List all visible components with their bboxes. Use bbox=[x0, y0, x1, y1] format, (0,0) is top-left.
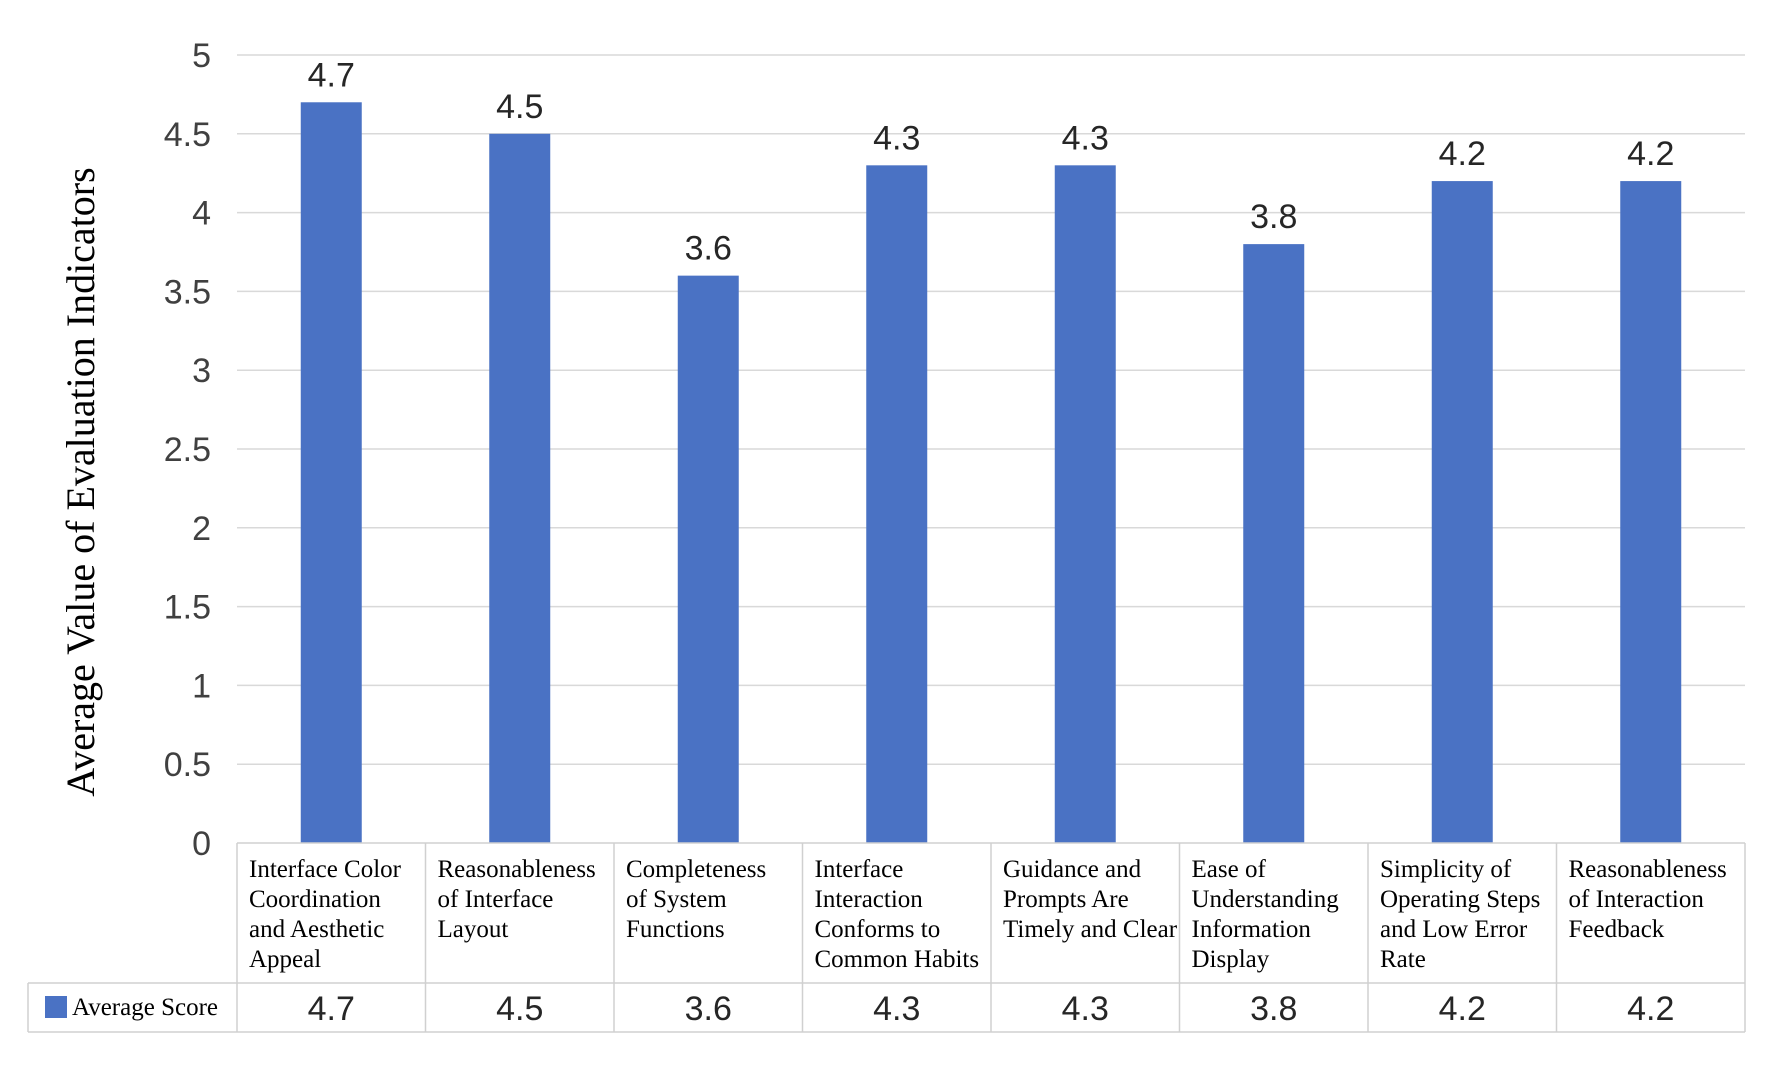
category-label: Reasonableness of Interface Layout bbox=[438, 856, 596, 943]
category-label: Completeness of System Functions bbox=[626, 856, 766, 943]
legend-label: Average Score bbox=[72, 994, 218, 1021]
bar bbox=[1054, 165, 1116, 843]
category-label: Simplicity of Operating Steps and Low Erro… bbox=[1380, 856, 1540, 973]
table-value: 4.3 bbox=[873, 990, 920, 1028]
y-tick-label: 4 bbox=[192, 195, 211, 233]
category-label: Interface Interaction Conforms to Common Ha… bbox=[815, 856, 980, 973]
bar bbox=[1620, 181, 1682, 843]
data-label: 3.6 bbox=[685, 230, 732, 268]
data-label: 4.5 bbox=[496, 88, 543, 126]
table-value: 3.8 bbox=[1250, 990, 1297, 1028]
y-tick-label: 5 bbox=[192, 37, 211, 75]
table-value: 4.2 bbox=[1439, 990, 1486, 1028]
legend-swatch bbox=[45, 996, 67, 1018]
bar bbox=[677, 275, 739, 843]
y-tick-label: 3 bbox=[192, 352, 211, 390]
table-value: 4.2 bbox=[1627, 990, 1674, 1028]
data-label: 4.2 bbox=[1627, 135, 1674, 173]
data-label: 3.8 bbox=[1250, 198, 1297, 236]
y-axis-label: Average Value of Evaluation Indicators bbox=[58, 167, 103, 796]
bars bbox=[300, 102, 1682, 844]
bar bbox=[489, 133, 551, 844]
table-value: 3.6 bbox=[685, 990, 732, 1028]
category-label: Reasonableness of Interaction Feedback bbox=[1569, 856, 1727, 943]
bar bbox=[300, 102, 362, 843]
y-tick-label: 2.5 bbox=[164, 431, 211, 469]
category-label: Guidance and Prompts Are Timely and Clear bbox=[1003, 856, 1178, 943]
bar bbox=[1431, 181, 1493, 843]
y-tick-label: 4.5 bbox=[164, 116, 211, 154]
y-tick-label: 0.5 bbox=[164, 746, 211, 784]
data-label: 4.2 bbox=[1439, 135, 1486, 173]
gridlines bbox=[237, 54, 1745, 765]
bar bbox=[1243, 244, 1305, 843]
data-label: 4.7 bbox=[308, 56, 355, 94]
table-value: 4.7 bbox=[308, 990, 355, 1028]
category-label: Interface Color Coordination and Aesthetic… bbox=[249, 856, 402, 973]
data-labels: 4.7 4.5 3.6 4.3 4.3 3.8 4.2 4.2 bbox=[308, 56, 1675, 267]
data-label: 4.3 bbox=[1062, 119, 1109, 157]
table-value: 4.5 bbox=[496, 990, 543, 1028]
y-axis-ticks: 0 0.5 1 1.5 2 2.5 3 3.5 4 4.5 5 bbox=[164, 37, 211, 863]
y-tick-label: 3.5 bbox=[164, 273, 211, 311]
table-value: 4.3 bbox=[1062, 990, 1109, 1028]
data-table: Interface Color Coordination and Aesthetic… bbox=[27, 842, 1746, 1033]
y-tick-label: 1.5 bbox=[164, 589, 211, 627]
y-tick-label: 1 bbox=[192, 667, 211, 705]
category-label: Ease of Understanding Information Display bbox=[1192, 856, 1340, 973]
data-label: 4.3 bbox=[873, 119, 920, 157]
y-tick-label: 2 bbox=[192, 510, 211, 548]
y-tick-label: 0 bbox=[192, 825, 211, 863]
bar bbox=[866, 165, 928, 843]
